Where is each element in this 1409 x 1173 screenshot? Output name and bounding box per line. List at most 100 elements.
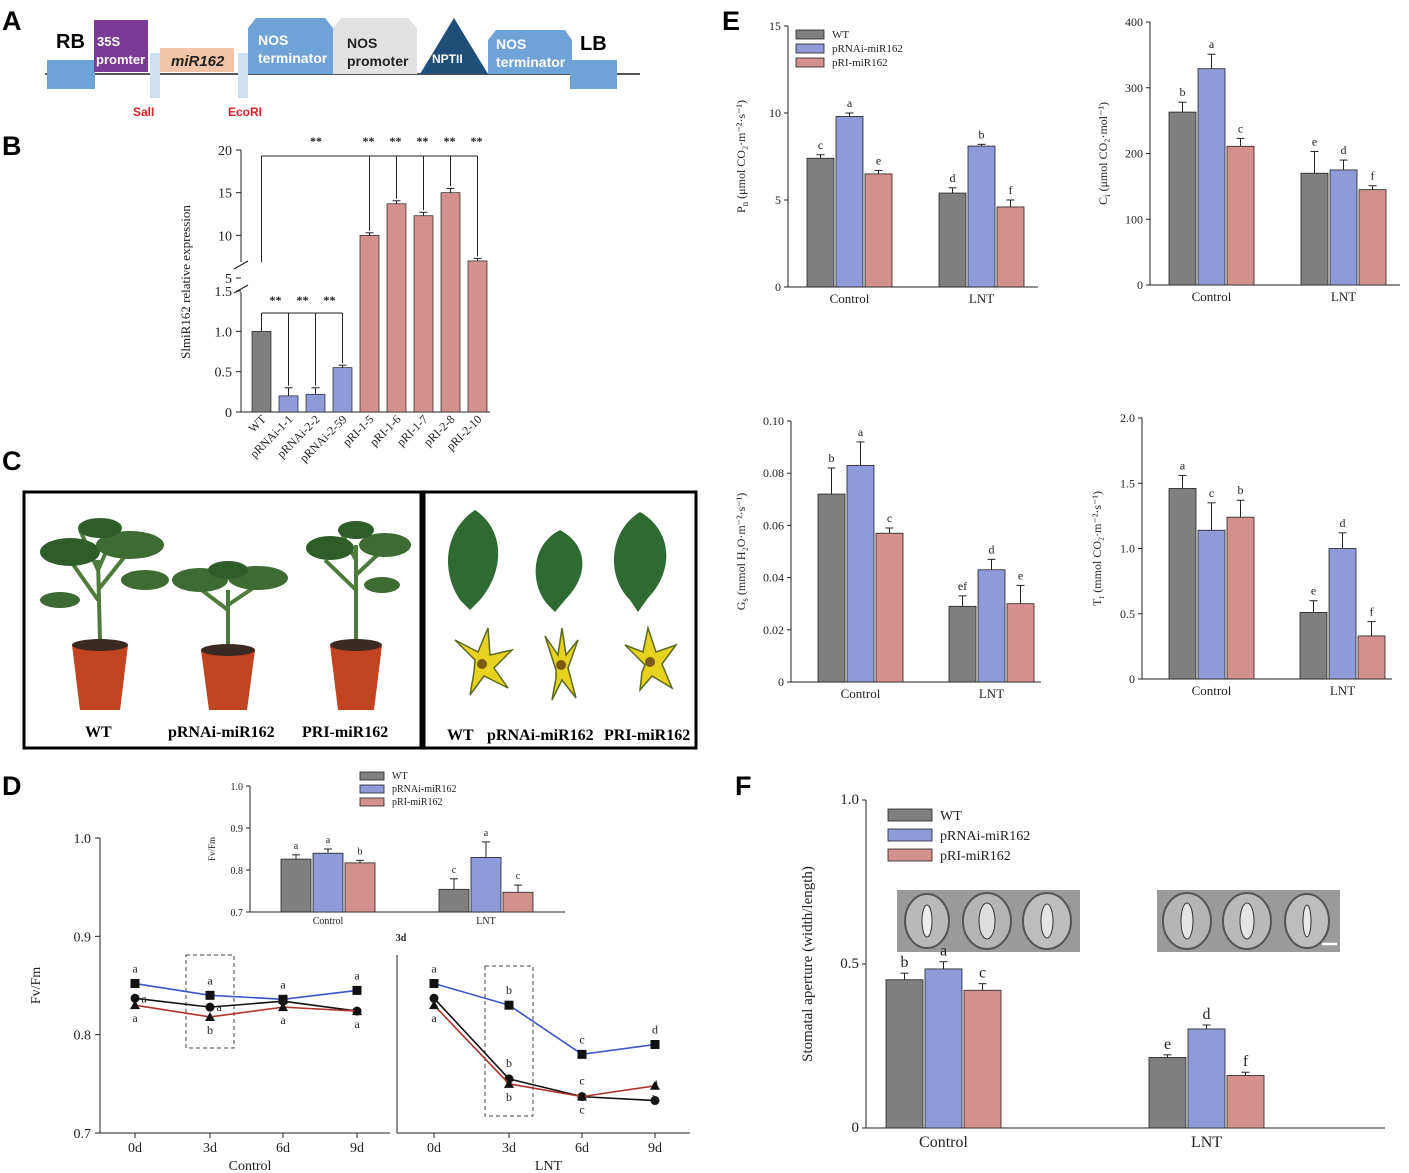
significance-letter: b [506, 1090, 512, 1104]
x-tick-label: 6d [575, 1141, 589, 1156]
bar [440, 192, 461, 413]
significance-letter: a [847, 96, 853, 110]
significance-stars: ** [390, 134, 402, 148]
bar [467, 260, 488, 413]
significance-letter: d [1340, 516, 1346, 530]
y-axis-label: Stomatal aperture (width/length) [800, 866, 816, 1062]
organs-photo-frame [422, 490, 698, 750]
significance-letter: a [132, 1011, 138, 1025]
y-tick-label: 0.04 [763, 571, 784, 585]
y-tick-label: 0.5 [1120, 607, 1135, 621]
plants-photo-frame [22, 490, 423, 750]
bar [835, 116, 864, 288]
legend-swatch [795, 57, 825, 68]
y-axis-label: Fv/Fm [207, 837, 217, 861]
bar [470, 857, 502, 913]
data-point-square [429, 979, 439, 989]
x-tick-label: 6d [276, 1141, 290, 1156]
x-tick-label: 9d [648, 1141, 662, 1156]
legend-label: WT [832, 29, 849, 41]
plant-label-wt: WT [85, 724, 112, 741]
ecori-label: EcoRI [228, 105, 262, 119]
x-category-label: LNT [1191, 1134, 1222, 1151]
bar [280, 858, 312, 913]
significance-letter: a [280, 994, 286, 1008]
significance-stars: ** [471, 134, 483, 148]
significance-letter: a [354, 1017, 360, 1031]
significance-letter: c [818, 138, 823, 152]
x-tick-label: 0d [128, 1141, 142, 1156]
x-tick-label: 0d [427, 1141, 441, 1156]
nptii-label: NPTII [432, 52, 463, 66]
organ-label-wt: WT [447, 727, 474, 744]
bar [1168, 488, 1197, 680]
bar [1006, 603, 1035, 683]
nos-promoter-line1: NOS [347, 35, 377, 51]
significance-letter: b [358, 846, 363, 857]
y-tick-label: 0.5 [215, 366, 233, 381]
y-tick-label: 300 [1125, 81, 1143, 95]
legend-swatch [887, 808, 933, 822]
data-point-triangle [504, 1078, 514, 1088]
data-point-circle [205, 1002, 215, 1012]
x-category-label: Control [919, 1134, 968, 1151]
significance-letter: f [1370, 605, 1374, 619]
bar [438, 888, 470, 913]
data-point-square [130, 979, 140, 989]
bar [1299, 612, 1328, 680]
nos-terminator-2-line1: NOS [496, 36, 526, 52]
data-point-square [577, 1049, 587, 1059]
bar [938, 192, 967, 288]
significance-stars: ** [324, 293, 336, 307]
panel-c: C W [2, 446, 698, 750]
significance-stars: ** [297, 293, 309, 307]
series-line [433, 982, 656, 1056]
significance-stars: ** [310, 134, 322, 148]
significance-letter: b [207, 1023, 213, 1037]
y-tick-label: 1.0 [74, 832, 92, 847]
bar [332, 367, 353, 413]
y-tick-label: 0.7 [74, 1127, 92, 1142]
legend-swatch [359, 797, 385, 807]
data-point-triangle [130, 1000, 140, 1010]
bar [967, 145, 996, 288]
significance-letter: c [979, 965, 986, 982]
panel-a: A RB 35S promter miR162 NOS terminator N… [2, 6, 640, 119]
significance-letter: d [989, 542, 995, 556]
significance-letter: a [141, 991, 147, 1005]
inset-title: 3d [396, 933, 407, 944]
significance-letter: a [431, 962, 437, 976]
significance-letter: d [1203, 1006, 1211, 1023]
significance-letter: b [652, 1092, 658, 1106]
significance-letter: e [1164, 1036, 1171, 1053]
bar [1187, 1028, 1226, 1129]
y-axis-label: Tr (mmol CO₂·m⁻²·s⁻¹) [1090, 491, 1106, 606]
bar [1329, 169, 1358, 286]
y-tick-label: 0 [852, 1120, 860, 1136]
significance-letter: a [484, 828, 489, 839]
bar [924, 968, 963, 1129]
y-tick-label: 5 [775, 193, 781, 207]
y-tick-label: 0.06 [763, 518, 784, 532]
significance-letter: c [579, 1074, 584, 1088]
legend-swatch [887, 848, 933, 862]
significance-letter: d [950, 171, 956, 185]
promoter-35s-block [94, 20, 148, 72]
chart-f-stomatal-aperture: 0 0.5 1.0 Control b a c LNT e d f Stomatal aperture… [800, 792, 1385, 1151]
data-point-triangle [205, 1011, 215, 1021]
significance-letter: b [506, 983, 512, 997]
y-axis-label: Ci (μmol CO₂·mol⁻¹) [1096, 102, 1112, 205]
data-point-triangle [650, 1080, 660, 1090]
panel-label-d: D [2, 771, 22, 801]
highlight-box-3d [484, 965, 534, 1117]
significance-stars: ** [417, 134, 429, 148]
significance-letter: b [979, 127, 985, 141]
significance-letter: b [901, 954, 909, 971]
y-tick-label: 0 [225, 406, 232, 421]
legend-label: pRI-miR162 [940, 849, 1011, 864]
bar [1226, 516, 1255, 680]
sali-label: SalI [133, 105, 154, 119]
significance-letter: c [1209, 486, 1214, 500]
bar [1358, 189, 1387, 286]
legend-label: pRI-miR162 [832, 57, 888, 69]
